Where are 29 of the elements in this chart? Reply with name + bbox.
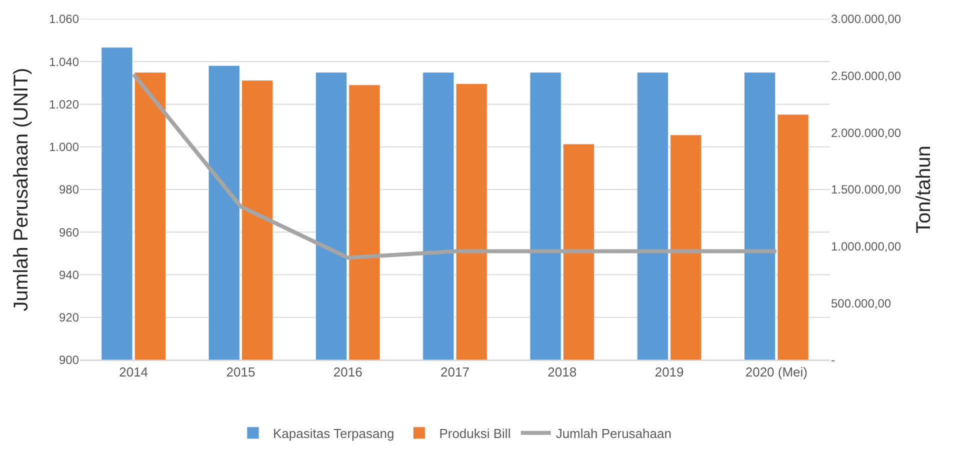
y2-tick-label: 1.500.000,00 [831,182,902,197]
y2-tick-label: 2.500.000,00 [831,69,902,84]
x-tick-label: 2019 [654,364,684,380]
y-tick-label: 1.060 [48,12,80,26]
x-tick-label: 2020 (Mei) [745,364,808,380]
y2-axis-title: Ton/tahun [912,146,935,234]
y2-tick-label: 3.000.000,00 [831,12,902,26]
legend-label: Kapasitas Terpasang [273,426,394,441]
x-tick-label: 2017 [440,364,470,380]
line-series [132,72,778,260]
y-tick-label: 920 [58,310,80,325]
y2-tick-label: 1.000.000,00 [831,240,902,254]
legend-label: Produksi Bill [439,426,511,441]
y2-tick-label: - [831,353,835,368]
x-tick-label: 2014 [119,364,148,380]
y-tick-label: 1.000 [48,140,80,154]
y-tick-label: 980 [58,182,80,197]
x-tick-label: 2015 [226,364,256,380]
x-tick-label: 2018 [548,364,577,380]
y-tick-label: 940 [58,268,80,282]
x-tick-label: 2016 [333,364,362,380]
y-tick-label: 960 [58,225,80,240]
y-tick-label: 900 [58,353,80,368]
legend-label: Jumlah Perusahaan [556,426,672,441]
y-axis-title: Jumlah Perusahaan (UNIT) [10,68,32,312]
y2-tick-label: 500.000,00 [831,296,892,310]
y-tick-label: 1.020 [48,97,80,112]
y2-tick-label: 2.000.000,00 [831,126,902,140]
y-tick-label: 1.040 [48,54,80,69]
